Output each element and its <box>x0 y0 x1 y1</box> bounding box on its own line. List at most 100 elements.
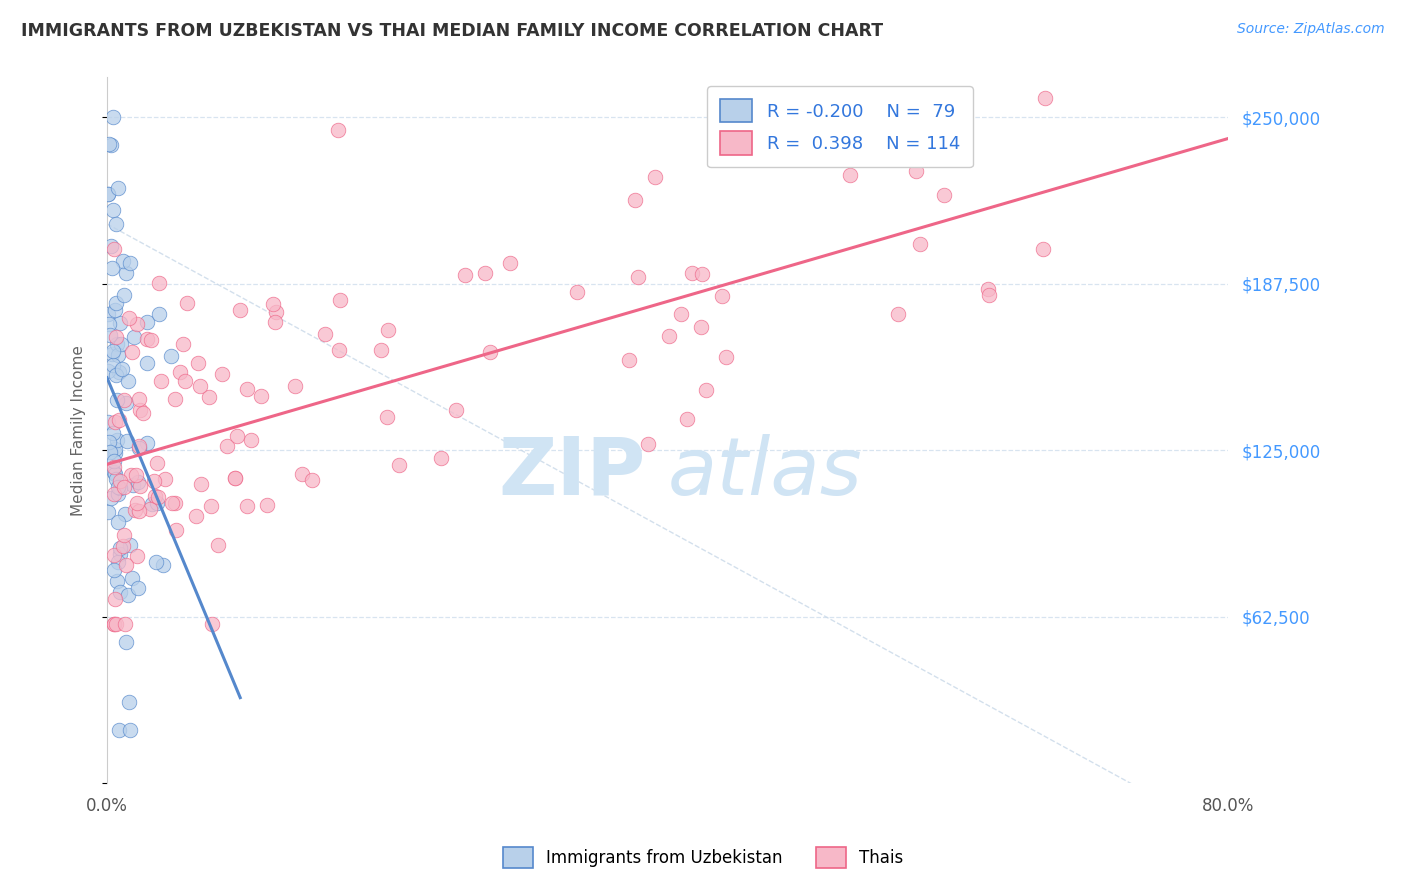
Point <box>103 111 125 125</box>
Point <box>111 362 134 376</box>
Point <box>215 439 238 453</box>
Point <box>114 558 136 572</box>
Point <box>145 555 167 569</box>
Point <box>172 336 194 351</box>
Point <box>97 137 120 152</box>
Point <box>108 547 131 561</box>
Point <box>107 480 129 494</box>
Point <box>711 289 734 303</box>
Point <box>256 498 278 512</box>
Point <box>377 323 399 337</box>
Point <box>120 723 142 737</box>
Point <box>114 508 136 522</box>
Point <box>142 474 165 488</box>
Point <box>129 402 152 417</box>
Point <box>103 454 125 468</box>
Point <box>887 307 910 321</box>
Point <box>224 471 246 485</box>
Point <box>1033 90 1056 104</box>
Point <box>190 477 212 491</box>
Point <box>160 496 183 510</box>
Point <box>118 310 141 325</box>
Point <box>262 297 284 311</box>
Point <box>124 330 146 344</box>
Point <box>105 296 128 310</box>
Point <box>326 123 349 137</box>
Point <box>100 261 122 276</box>
Point <box>224 471 246 485</box>
Point <box>114 396 136 410</box>
Point <box>108 317 131 331</box>
Point <box>143 489 166 503</box>
Point <box>118 695 141 709</box>
Point <box>207 537 229 551</box>
Point <box>163 392 186 407</box>
Point <box>112 528 135 542</box>
Point <box>103 358 125 372</box>
Point <box>454 268 477 282</box>
Point <box>107 413 129 427</box>
Point <box>100 138 122 153</box>
Point <box>111 539 134 553</box>
Point <box>108 474 131 488</box>
Point <box>135 333 157 347</box>
Point <box>479 345 502 359</box>
Point <box>104 330 127 344</box>
Point <box>112 392 135 407</box>
Point <box>103 459 125 474</box>
Point <box>624 193 647 207</box>
Point <box>388 458 411 472</box>
Point <box>141 497 163 511</box>
Point <box>148 277 170 291</box>
Point <box>117 374 139 388</box>
Point <box>229 303 252 318</box>
Point <box>115 635 138 649</box>
Point <box>135 356 157 370</box>
Point <box>98 444 121 458</box>
Point <box>176 295 198 310</box>
Point <box>124 503 146 517</box>
Point <box>567 285 589 300</box>
Text: IMMIGRANTS FROM UZBEKISTAN VS THAI MEDIAN FAMILY INCOME CORRELATION CHART: IMMIGRANTS FROM UZBEKISTAN VS THAI MEDIA… <box>21 22 883 40</box>
Point <box>690 320 713 334</box>
Point <box>188 379 211 393</box>
Point <box>107 433 129 447</box>
Point <box>97 415 120 429</box>
Point <box>100 327 122 342</box>
Point <box>644 169 666 184</box>
Point <box>118 256 141 270</box>
Point <box>155 472 177 486</box>
Point <box>314 326 336 341</box>
Point <box>105 574 128 588</box>
Point <box>125 468 148 483</box>
Point <box>127 496 149 510</box>
Point <box>839 168 862 182</box>
Point <box>112 287 135 301</box>
Point <box>146 456 169 470</box>
Point <box>128 392 150 406</box>
Point <box>681 266 703 280</box>
Point <box>211 367 233 381</box>
Point <box>173 374 195 388</box>
Point <box>120 467 142 482</box>
Point <box>444 403 467 417</box>
Point <box>301 473 323 487</box>
Point <box>127 475 149 490</box>
Point <box>695 383 717 397</box>
Point <box>905 164 928 178</box>
Point <box>136 315 159 329</box>
Point <box>114 616 136 631</box>
Point <box>107 348 129 362</box>
Point <box>430 450 453 465</box>
Point <box>187 356 209 370</box>
Point <box>110 585 132 599</box>
Point <box>375 410 398 425</box>
Point <box>97 187 120 202</box>
Point <box>136 436 159 450</box>
Point <box>165 523 187 537</box>
Point <box>160 349 183 363</box>
Point <box>127 581 149 595</box>
Point <box>104 592 127 607</box>
Point <box>108 541 131 556</box>
Point <box>627 269 650 284</box>
